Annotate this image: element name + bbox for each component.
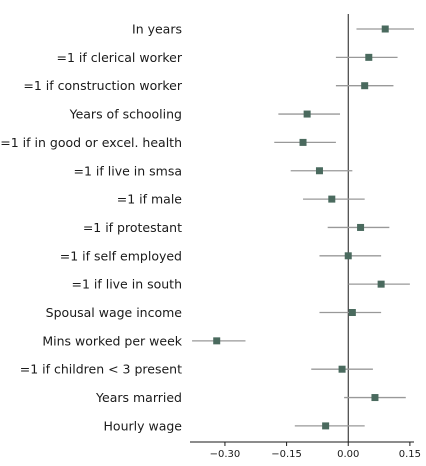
point-estimate-marker: [348, 309, 356, 316]
x-tick-label: −0.15: [271, 449, 302, 460]
error-bars: [192, 28, 414, 427]
point-estimate-marker: [371, 394, 379, 402]
point-estimate-marker: [322, 422, 330, 430]
point-estimate-marker: [299, 138, 307, 146]
y-tick-label: =1 if construction worker: [23, 78, 182, 93]
y-tick-label: Years married: [95, 390, 182, 405]
point-estimate-marker: [381, 25, 389, 33]
y-tick-label: Years of schooling: [69, 107, 182, 122]
y-tick-label: Mins worked per week: [42, 333, 182, 348]
y-tick-label: =1 if in good or excel. health: [0, 135, 182, 150]
x-tick-label: 0.00: [337, 449, 359, 460]
y-tick-label: =1 if live in south: [71, 277, 182, 292]
y-tick-label: Hourly wage: [104, 418, 183, 433]
x-tick-label: 0.15: [399, 449, 421, 460]
y-tick-label: =1 if live in smsa: [74, 163, 182, 178]
y-tick-label: =1 if protestant: [83, 220, 182, 235]
point-estimate-marker: [344, 252, 352, 260]
y-tick-label: =1 if children < 3 present: [20, 362, 182, 377]
y-tick-labels: In years =1 if clerical worker =1 if const…: [0, 22, 183, 434]
point-estimate-marker: [328, 195, 336, 203]
y-tick-label: In years: [132, 22, 182, 37]
x-tick-label: −0.30: [210, 449, 241, 460]
y-tick-label: =1 if male: [117, 192, 183, 207]
point-estimate-marker: [338, 365, 346, 373]
point-estimate-marker: [361, 82, 369, 90]
point-estimate-marker: [357, 223, 365, 231]
y-tick-label: =1 if clerical worker: [56, 50, 182, 65]
y-tick-label: Spousal wage income: [46, 305, 183, 320]
point-estimate-marker: [377, 280, 385, 288]
point-estimate-marker: [365, 53, 373, 61]
point-estimate-marker: [303, 110, 311, 118]
point-markers: [213, 25, 389, 430]
point-estimate-marker: [315, 167, 323, 175]
y-tick-label: =1 if self employed: [60, 248, 182, 263]
point-estimate-marker: [213, 337, 221, 345]
x-ticks: −0.30 −0.15 0.00 0.15: [210, 442, 421, 460]
